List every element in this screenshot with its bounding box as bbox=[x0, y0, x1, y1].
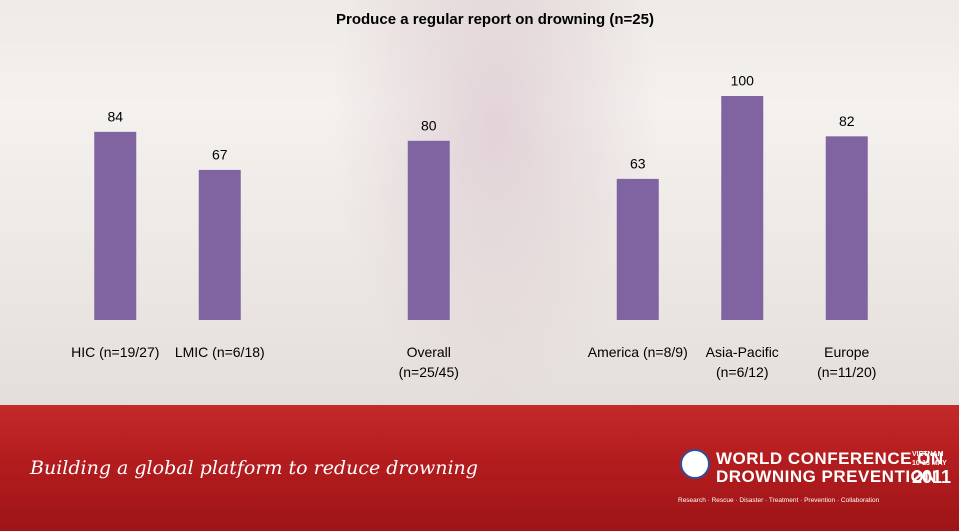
logo-seal bbox=[680, 449, 710, 479]
bar bbox=[94, 132, 136, 320]
logo-dates: 10-13 MAY bbox=[912, 460, 947, 467]
value-label: 84 bbox=[107, 109, 123, 125]
logo-text: DROWNING PREVENTION bbox=[716, 467, 937, 487]
value-label: 82 bbox=[839, 113, 855, 129]
logo: WORLD CONFERENCE ON DROWNING PREVENTION … bbox=[676, 445, 948, 525]
slogan: Building a global platform to reduce dro… bbox=[30, 457, 478, 479]
footer: Building a global platform to reduce dro… bbox=[0, 405, 959, 531]
value-label: 63 bbox=[630, 156, 646, 172]
slide: Produce a regular report on drowning (n=… bbox=[0, 0, 959, 531]
logo-tagline: Research · Rescue · Disaster · Treatment… bbox=[678, 497, 879, 504]
x-tick-label: Asia-Pacific (n=6/12) bbox=[690, 342, 794, 382]
x-tick-label: LMIC (n=6/18) bbox=[168, 342, 272, 362]
bar bbox=[408, 141, 450, 320]
bar bbox=[721, 96, 763, 320]
value-label: 100 bbox=[731, 73, 755, 89]
logo-text: WORLD CONFERENCE ON bbox=[716, 449, 944, 469]
logo-year: 2011 bbox=[912, 467, 951, 488]
value-label: 67 bbox=[212, 147, 228, 163]
bar bbox=[199, 170, 241, 320]
chart-title: Produce a regular report on drowning (n=… bbox=[336, 11, 654, 28]
x-tick-label: HIC (n=19/27) bbox=[63, 342, 167, 362]
bar bbox=[826, 136, 868, 320]
x-tick-label: Europe (n=11/20) bbox=[795, 342, 899, 382]
bar bbox=[617, 179, 659, 320]
x-tick-label: America (n=8/9) bbox=[586, 342, 690, 362]
x-tick-label: Overall (n=25/45) bbox=[377, 342, 481, 382]
logo-place: VIETNAM bbox=[912, 451, 944, 458]
value-label: 80 bbox=[421, 118, 437, 134]
